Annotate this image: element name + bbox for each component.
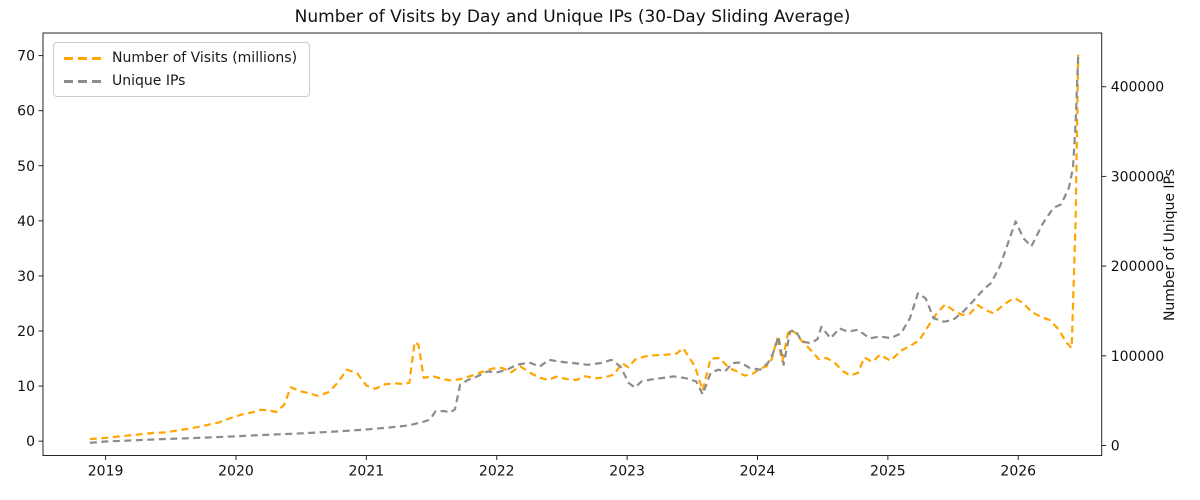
- plot-frame: [42, 32, 1103, 456]
- right-y-tick-label: 400000: [1111, 80, 1164, 96]
- chart-title: Number of Visits by Day and Unique IPs (…: [294, 7, 851, 27]
- series-line-visits: [89, 54, 1080, 441]
- legend-label-unique-ips: Unique IPs: [112, 73, 186, 89]
- x-tick-label: 2024: [740, 464, 776, 480]
- x-tick-label: 2023: [609, 464, 645, 480]
- left-y-tick-label: 50: [17, 159, 35, 175]
- right-y-tick-label: 100000: [1111, 349, 1164, 365]
- legend-item-unique-ips: Unique IPs: [64, 73, 297, 89]
- right-y-axis-label: Number of Unique IPs: [1162, 168, 1178, 322]
- left-y-tick-label: 60: [17, 104, 35, 120]
- left-y-tick-label: 0: [26, 434, 35, 450]
- right-y-tick-label: 300000: [1111, 169, 1164, 185]
- legend-label-visits: Number of Visits (millions): [112, 50, 298, 66]
- left-y-tick-label: 30: [17, 269, 35, 285]
- x-tick-label: 2020: [218, 464, 254, 480]
- visits-dashed-line-swatch: [64, 56, 102, 60]
- left-y-tick-label: 40: [17, 214, 35, 230]
- legend-item-visits: Number of Visits (millions): [64, 50, 297, 66]
- legend: Number of Visits (millions) Unique IPs: [53, 42, 311, 97]
- x-tick-label: 2021: [349, 464, 385, 480]
- series-line-unique-ips: [89, 55, 1080, 444]
- unique-ips-dashed-line-swatch: [64, 79, 102, 83]
- left-y-tick-label: 10: [17, 379, 35, 395]
- left-y-tick-label: 20: [17, 324, 35, 340]
- x-tick-label: 2026: [1000, 464, 1036, 480]
- right-y-tick-label: 0: [1111, 438, 1120, 454]
- x-tick-label: 2022: [479, 464, 515, 480]
- left-y-tick-label: 70: [17, 49, 35, 65]
- x-tick-label: 2019: [88, 464, 124, 480]
- right-y-tick-label: 200000: [1111, 259, 1164, 275]
- x-tick-label: 2025: [870, 464, 906, 480]
